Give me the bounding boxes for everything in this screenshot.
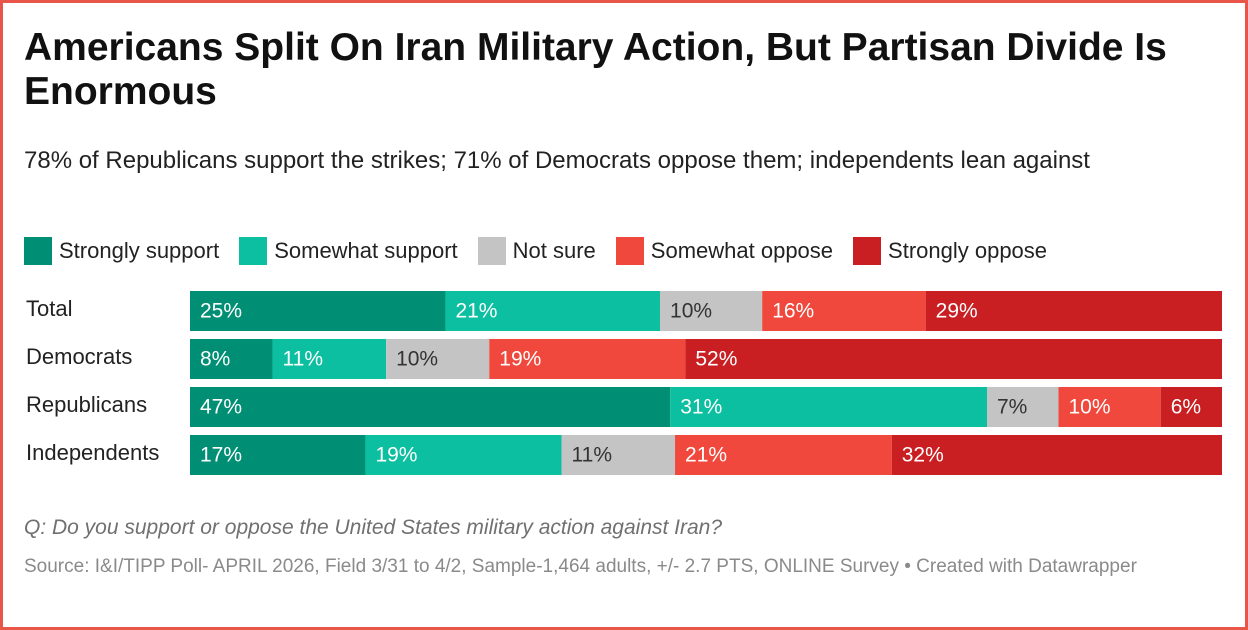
bar-segment-strongly-support [190,435,366,475]
bar-segment-strongly-support [190,387,671,427]
category-label: Democrats [26,344,132,369]
data-label: 47% [200,396,242,419]
data-label: 6% [1171,396,1201,419]
data-label: 19% [499,348,541,371]
data-label: 7% [997,396,1027,419]
category-label: Independents [26,440,159,465]
legend: Strongly support Somewhat support Not sure… [24,236,1224,266]
data-label: 8% [200,348,230,371]
data-label: 17% [200,444,242,467]
data-label: 31% [680,396,722,419]
data-label: 21% [685,444,727,467]
bar-segment-somewhat-support [670,387,987,427]
category-label: Republicans [26,392,147,417]
chart-title: Americans Split On Iran Military Action,… [24,26,1167,113]
bar-segment-not-sure [386,339,490,379]
chart-subtitle: 78% of Republicans support the strikes; … [24,147,1090,174]
bar-segment-strongly-oppose [925,291,1222,331]
bar-segment-somewhat-oppose [1058,387,1161,427]
data-label: 16% [772,300,814,323]
bar-segment-strongly-support [190,291,446,331]
data-label: 25% [200,300,242,323]
data-label: 10% [670,300,712,323]
source-note: Source: I&I/TIPP Poll- APRIL 2026, Field… [24,556,1137,577]
category-label: Total [26,296,72,321]
legend-label: Somewhat support [274,238,458,263]
legend-swatch [615,237,644,265]
legend-swatch [477,237,506,265]
data-label: 11% [283,348,323,371]
survey-question: Q: Do you support or oppose the United S… [24,516,723,539]
bar-segment-somewhat-support [365,435,562,475]
legend-label: Strongly oppose [888,238,1048,263]
data-label: 32% [902,444,944,467]
data-label: 10% [396,348,438,371]
bar-segment-somewhat-oppose [762,291,926,331]
bar-segment-strongly-oppose [891,435,1222,475]
bar-segment-somewhat-oppose [489,339,686,379]
bar-segment-not-sure [561,435,676,475]
legend-label: Not sure [512,238,596,263]
data-label: 21% [455,300,497,323]
data-label: 52% [695,348,737,371]
legend-item-somewhat-oppose: Somewhat oppose [615,237,834,265]
legend-item-strongly-oppose: Strongly oppose [853,237,1047,265]
legend-swatch [24,237,52,265]
bar-segment-strongly-oppose [685,339,1222,379]
legend-item-somewhat-support: Somewhat support [239,237,458,265]
bar-segment-strongly-oppose [1160,387,1222,427]
data-label: 10% [1069,396,1111,419]
legend-item-strongly-support: Strongly support [24,237,219,265]
legend-label: Strongly support [59,238,220,263]
bar-segment-not-sure [986,387,1059,427]
bar-segment-somewhat-oppose [675,435,892,475]
data-label: 29% [936,300,978,323]
data-label: 11% [572,444,612,467]
bar-segment-not-sure [660,291,763,331]
legend-swatch [853,237,882,265]
bar-segment-somewhat-support [272,339,387,379]
legend-label: Somewhat oppose [650,238,834,263]
legend-item-not-sure: Not sure [477,237,596,265]
legend-swatch [239,237,268,265]
data-label: 19% [375,444,417,467]
bar-segment-strongly-support [190,339,273,379]
stacked-bar-chart: Total 25% 21% 10% 16% 29% Democrats 8% 11% 10% 19%… [26,291,1222,475]
bar-segment-somewhat-support [445,291,661,331]
